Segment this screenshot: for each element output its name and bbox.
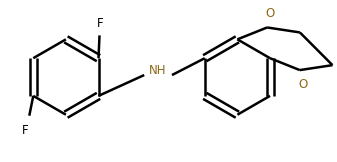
Text: F: F	[22, 124, 29, 137]
Text: O: O	[266, 6, 275, 20]
Text: NH: NH	[149, 64, 167, 77]
Text: F: F	[97, 17, 104, 30]
Text: O: O	[298, 78, 307, 91]
